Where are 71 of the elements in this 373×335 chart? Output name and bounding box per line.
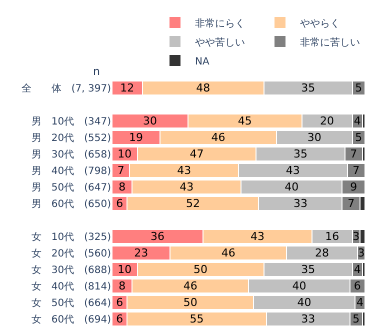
y-tick-label: 男 10代 (347) bbox=[31, 116, 112, 128]
text: n bbox=[93, 65, 100, 78]
data-label: 45 bbox=[238, 114, 252, 128]
data-label: 5 bbox=[352, 312, 360, 326]
y-tick-label: 女 60代 (694) bbox=[31, 313, 112, 326]
data-label: 43 bbox=[177, 164, 192, 178]
data-label: 50 bbox=[194, 262, 208, 276]
data-label: 7 bbox=[350, 148, 358, 161]
data-label: 36 bbox=[150, 230, 165, 243]
data-label: 48 bbox=[196, 82, 210, 95]
data-label: 23 bbox=[134, 246, 148, 260]
data-label: 47 bbox=[190, 148, 204, 161]
data-label: 6 bbox=[116, 197, 124, 210]
data-label: 7 bbox=[352, 164, 360, 178]
data-label: 3 bbox=[358, 246, 365, 260]
data-label: 30 bbox=[142, 114, 157, 128]
legend-label: やや苦しい bbox=[195, 36, 245, 48]
legend-label: 非常に苦しい bbox=[300, 36, 360, 48]
y-tick-label: 全 体 (7, 397) bbox=[21, 82, 112, 95]
data-label: 20 bbox=[320, 114, 334, 128]
data-label: 6 bbox=[116, 296, 124, 309]
data-label: 9 bbox=[350, 180, 358, 194]
data-label: 40 bbox=[297, 296, 312, 309]
data-label: 43 bbox=[250, 230, 264, 243]
data-label: 3 bbox=[352, 230, 360, 243]
data-label: 8 bbox=[118, 180, 126, 194]
data-label: 33 bbox=[293, 197, 308, 210]
data-label: 33 bbox=[301, 312, 316, 326]
y-tick-label: 女 40代 (814) bbox=[31, 280, 112, 292]
data-label: 50 bbox=[183, 296, 198, 309]
legend-label: 非常にらく bbox=[195, 17, 245, 30]
data-label: 16 bbox=[325, 230, 340, 243]
data-label: 6 bbox=[116, 312, 124, 326]
data-label: 55 bbox=[190, 312, 204, 326]
data-label: 43 bbox=[286, 164, 300, 178]
data-label: 35 bbox=[301, 262, 316, 276]
data-label: 46 bbox=[221, 246, 236, 260]
data-label: 10 bbox=[118, 148, 132, 161]
data-label: 43 bbox=[180, 180, 194, 194]
data-label: 4 bbox=[354, 262, 361, 276]
legend-label: ややらく bbox=[300, 18, 340, 30]
legend-label: NA bbox=[195, 56, 210, 68]
data-label: 5 bbox=[355, 131, 362, 144]
y-tick-label: 女 50代 (664) bbox=[31, 296, 112, 309]
data-label: 10 bbox=[118, 262, 132, 276]
data-label: 8 bbox=[118, 279, 126, 292]
y-tick-label: 男 20代 (552) bbox=[31, 133, 112, 144]
data-label: 4 bbox=[356, 296, 364, 309]
y-tick-label: 女 30代 (688) bbox=[31, 264, 112, 276]
y-tick-label: 女 10代 (325) bbox=[31, 230, 112, 243]
data-label: 46 bbox=[183, 279, 198, 292]
data-label: 46 bbox=[211, 131, 226, 144]
data-label: 4 bbox=[354, 114, 361, 128]
y-tick-label: 女 20代 (560) bbox=[31, 247, 112, 260]
data-label: 5 bbox=[355, 82, 362, 95]
data-label: 30 bbox=[307, 131, 322, 144]
data-label: 35 bbox=[293, 148, 308, 161]
data-label: 28 bbox=[314, 246, 329, 260]
y-tick-label: 男 30代 (658) bbox=[31, 150, 112, 161]
y-tick-label: 男 40代 (798) bbox=[31, 166, 112, 178]
y-tick-label: 男 50代 (647) bbox=[31, 182, 112, 194]
data-label: 52 bbox=[186, 197, 200, 210]
data-label: 40 bbox=[284, 180, 299, 194]
data-label: 7 bbox=[348, 197, 355, 210]
data-label: 12 bbox=[120, 82, 134, 95]
data-label: 19 bbox=[129, 131, 144, 144]
y-tick-label: 男 60代 (650) bbox=[31, 199, 112, 210]
data-label: 35 bbox=[301, 82, 316, 95]
data-label: 6 bbox=[354, 279, 361, 292]
data-label: 7 bbox=[117, 164, 124, 178]
data-label: 40 bbox=[292, 279, 306, 292]
